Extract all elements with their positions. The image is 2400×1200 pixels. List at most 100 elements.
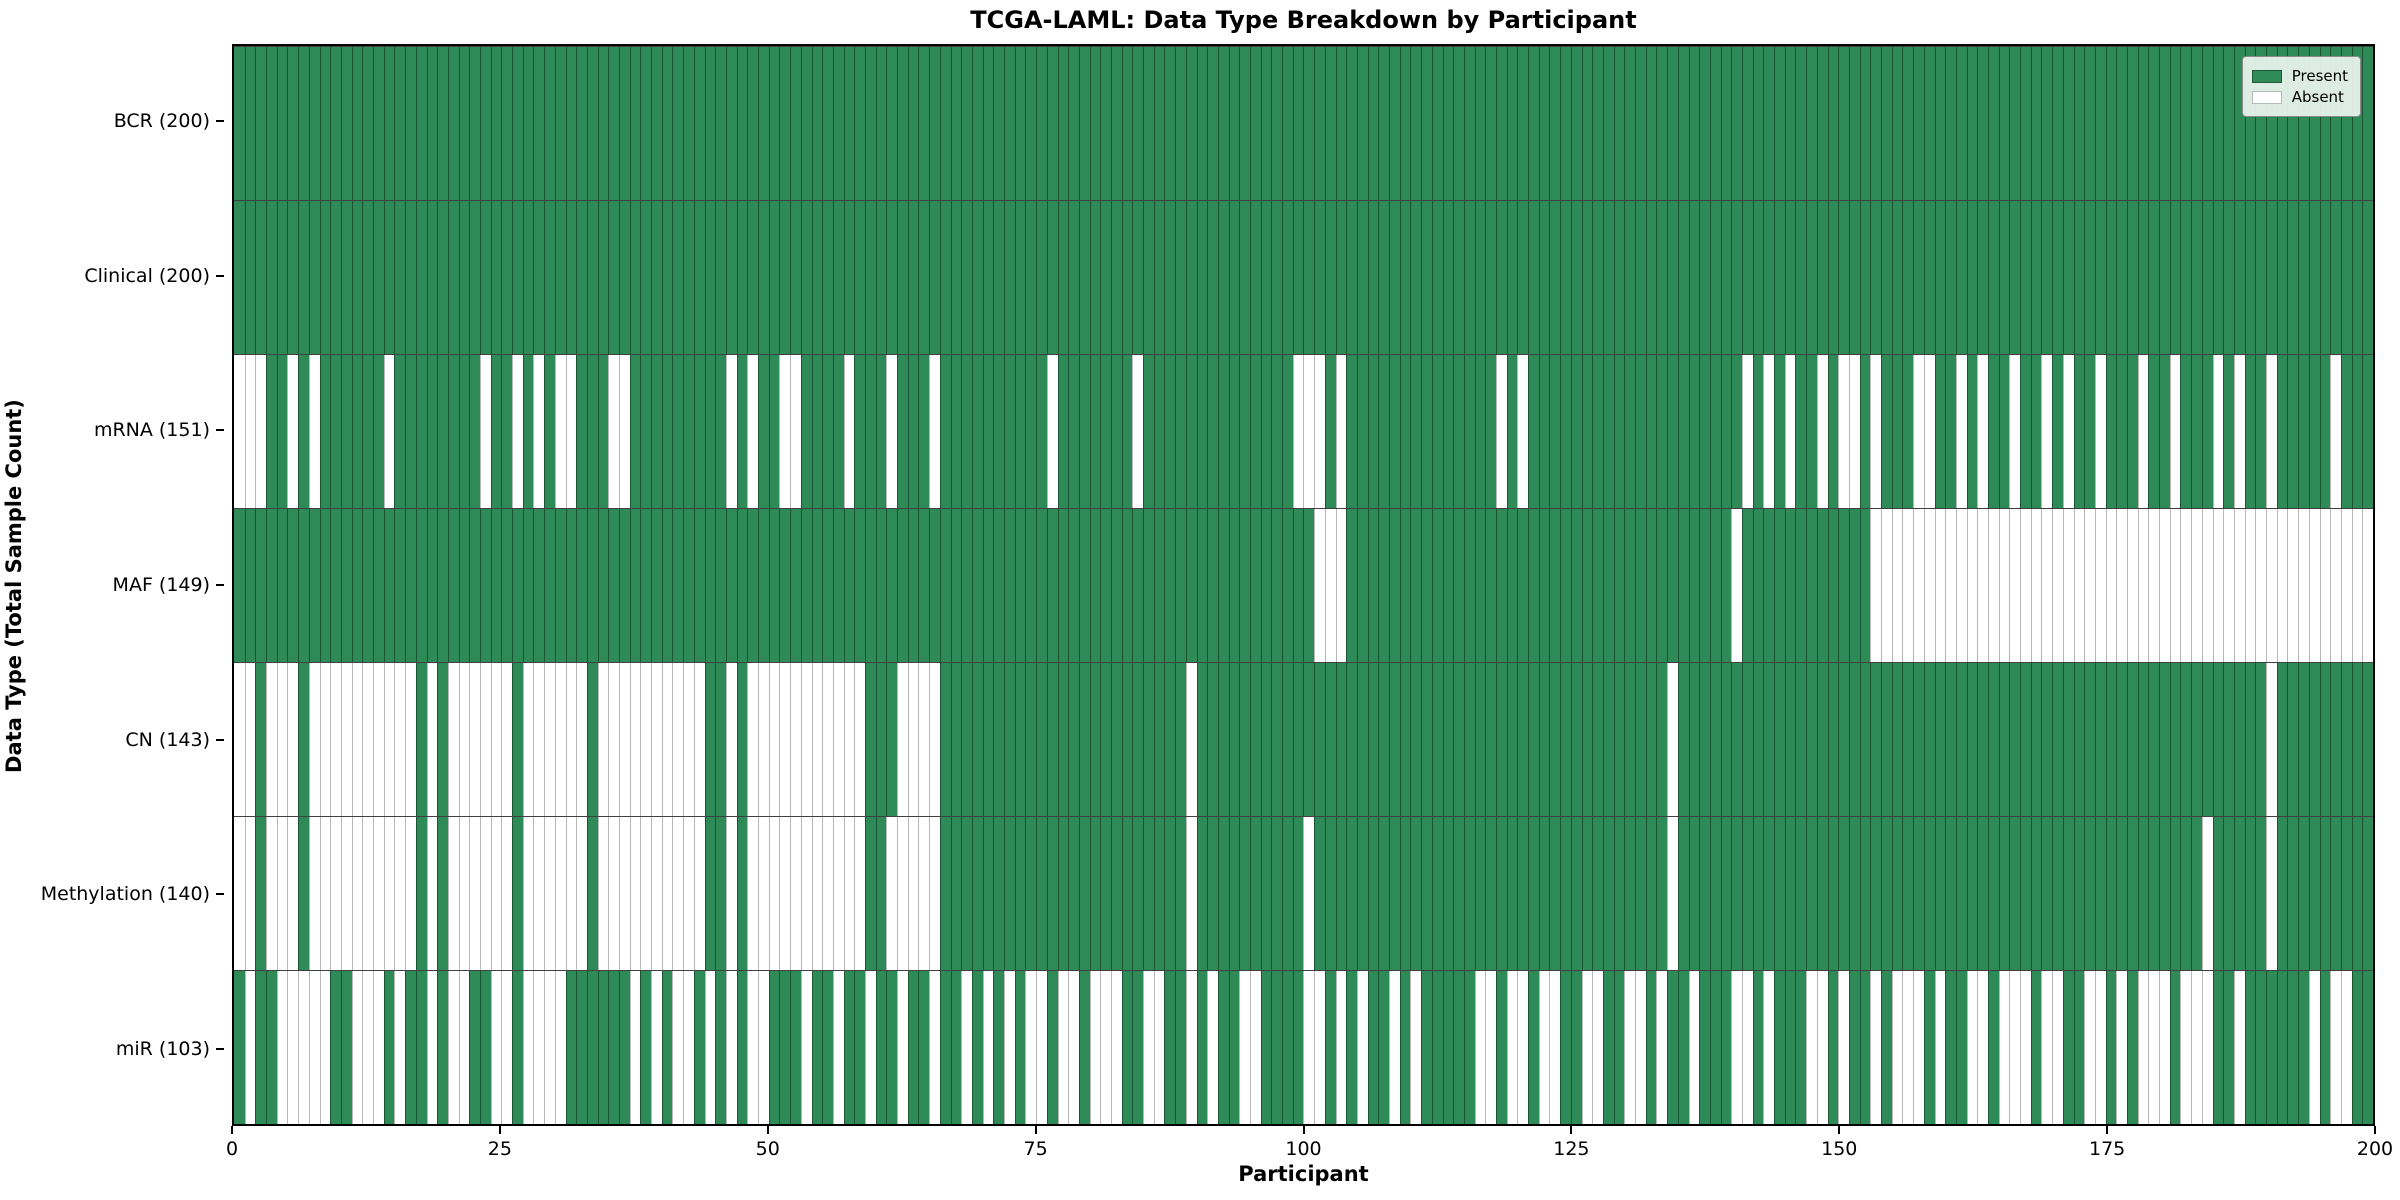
- cell-MAF-173: [2084, 509, 2095, 662]
- cell-MAF-76: [1046, 509, 1058, 662]
- cell-mRNA-29: [544, 355, 555, 508]
- cell-mRNA-63: [907, 355, 919, 508]
- cell-BCR-177: [2127, 47, 2138, 200]
- cell-Methylation-180: [2159, 817, 2170, 970]
- cell-BCR-65: [929, 47, 940, 200]
- cell-miR-83: [1121, 971, 1133, 1124]
- cell-mRNA-125: [1570, 355, 1582, 508]
- cell-Clinical-4: [276, 201, 288, 354]
- cell-miR-76: [1046, 971, 1058, 1124]
- cell-CN-128: [1602, 663, 1614, 816]
- cell-mRNA-9: [330, 355, 341, 508]
- x-tick-label-200: 200: [2356, 1138, 2394, 1160]
- cell-Methylation-20: [447, 817, 459, 970]
- cell-BCR-184: [2201, 47, 2213, 200]
- cell-MAF-125: [1570, 509, 1582, 662]
- cell-CN-159: [1934, 663, 1946, 816]
- cell-Methylation-193: [2298, 817, 2309, 970]
- cell-Methylation-117: [1485, 817, 1496, 970]
- cell-BCR-163: [1977, 47, 1988, 200]
- cell-BCR-150: [1838, 47, 1849, 200]
- cell-mRNA-26: [512, 355, 523, 508]
- cell-BCR-194: [2308, 47, 2320, 200]
- cell-miR-27: [522, 971, 534, 1124]
- cell-CN-46: [725, 663, 737, 816]
- cell-mRNA-76: [1046, 355, 1058, 508]
- cell-CN-134: [1667, 663, 1678, 816]
- cell-CN-122: [1538, 663, 1550, 816]
- cell-BCR-100: [1303, 47, 1315, 200]
- cell-MAF-189: [2255, 509, 2267, 662]
- cell-miR-142: [1752, 971, 1764, 1124]
- cell-mRNA-101: [1314, 355, 1325, 508]
- cell-mRNA-62: [897, 355, 908, 508]
- cell-CN-87: [1164, 663, 1176, 816]
- cell-CN-194: [2308, 663, 2320, 816]
- cell-mRNA-175: [2105, 355, 2117, 508]
- cell-CN-67: [950, 663, 962, 816]
- cell-mRNA-18: [426, 355, 438, 508]
- cell-MAF-198: [2351, 509, 2363, 662]
- cell-BCR-112: [1431, 47, 1443, 200]
- cell-BCR-50: [768, 47, 780, 200]
- cell-miR-73: [1014, 971, 1026, 1124]
- cell-mRNA-48: [747, 355, 759, 508]
- cell-mRNA-34: [597, 355, 609, 508]
- cell-Clinical-62: [897, 201, 908, 354]
- cell-Clinical-0: [234, 201, 245, 354]
- cell-mRNA-158: [1923, 355, 1935, 508]
- cell-MAF-21: [458, 509, 470, 662]
- cell-CN-49: [758, 663, 769, 816]
- cell-Clinical-178: [2137, 201, 2149, 354]
- cell-CN-151: [1848, 663, 1860, 816]
- cell-mRNA-108: [1389, 355, 1400, 508]
- cell-miR-107: [1378, 971, 1390, 1124]
- cell-CN-57: [843, 663, 855, 816]
- cell-Clinical-99: [1292, 201, 1304, 354]
- cell-Methylation-109: [1399, 817, 1411, 970]
- cell-Methylation-83: [1121, 817, 1133, 970]
- cell-Methylation-80: [1089, 817, 1101, 970]
- cell-CN-161: [1955, 663, 1967, 816]
- cell-BCR-135: [1677, 47, 1689, 200]
- cell-miR-135: [1677, 971, 1689, 1124]
- cell-BCR-106: [1367, 47, 1379, 200]
- cell-Methylation-123: [1549, 817, 1561, 970]
- cell-Clinical-13: [373, 201, 384, 354]
- cell-MAF-170: [2052, 509, 2063, 662]
- cell-BCR-3: [266, 47, 277, 200]
- cell-miR-44: [704, 971, 716, 1124]
- cell-Clinical-150: [1838, 201, 1849, 354]
- cell-MAF-124: [1560, 509, 1571, 662]
- cell-miR-91: [1207, 971, 1218, 1124]
- cell-mRNA-167: [2020, 355, 2031, 508]
- cell-mRNA-153: [1870, 355, 1882, 508]
- cell-mRNA-5: [287, 355, 299, 508]
- cell-mRNA-8: [319, 355, 331, 508]
- cell-Clinical-177: [2127, 201, 2138, 354]
- cell-miR-2: [255, 971, 267, 1124]
- cell-BCR-41: [672, 47, 684, 200]
- cell-MAF-191: [2276, 509, 2288, 662]
- cell-miR-198: [2351, 971, 2363, 1124]
- cell-MAF-59: [865, 509, 876, 662]
- cell-Methylation-36: [619, 817, 630, 970]
- cell-Methylation-1: [244, 817, 256, 970]
- cell-MAF-117: [1485, 509, 1496, 662]
- cell-BCR-145: [1784, 47, 1796, 200]
- cell-BCR-191: [2276, 47, 2288, 200]
- cell-miR-184: [2201, 971, 2213, 1124]
- cell-BCR-61: [886, 47, 898, 200]
- cell-mRNA-173: [2084, 355, 2095, 508]
- cell-MAF-36: [619, 509, 630, 662]
- cell-Clinical-107: [1378, 201, 1390, 354]
- cell-mRNA-21: [458, 355, 470, 508]
- cell-CN-59: [865, 663, 876, 816]
- cell-CN-72: [1004, 663, 1015, 816]
- cell-CN-3: [266, 663, 277, 816]
- cell-mRNA-190: [2266, 355, 2277, 508]
- cell-miR-92: [1217, 971, 1229, 1124]
- cell-CN-173: [2084, 663, 2095, 816]
- cell-MAF-54: [811, 509, 823, 662]
- cell-mRNA-89: [1185, 355, 1197, 508]
